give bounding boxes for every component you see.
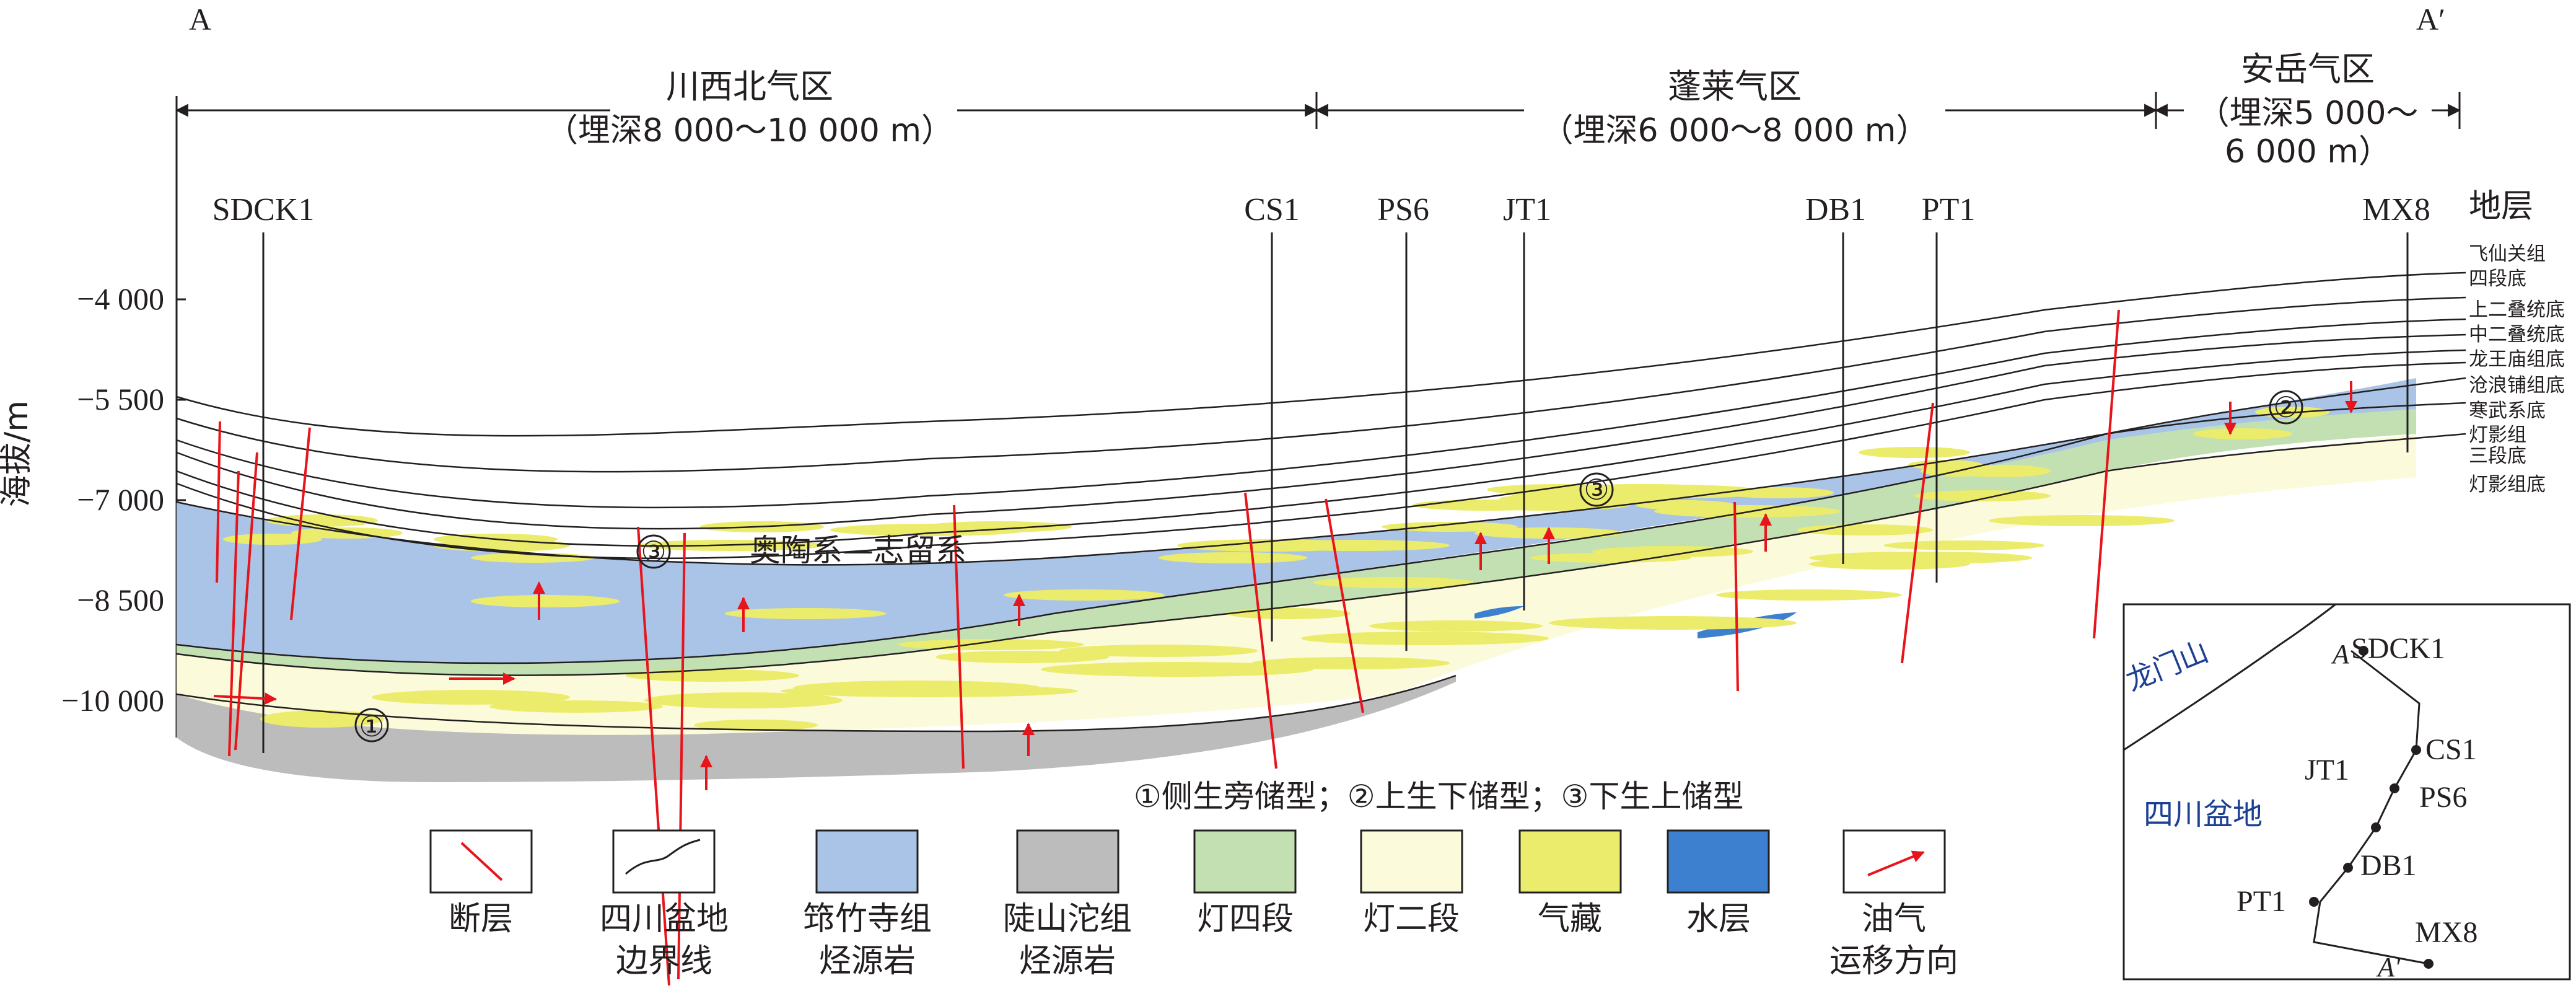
strata-8: 灯影组: [2469, 424, 2526, 446]
strata-1: 飞仙关组: [2469, 243, 2546, 265]
legend-item-doushantuo: 陡山沱组 烃源岩: [1003, 829, 1132, 980]
zone-2-depth: （埋深6 000～8 000 m）: [1541, 112, 1929, 149]
legend-item-gas: 气藏: [1518, 829, 1622, 938]
inset-well-pt1: PT1: [2236, 885, 2286, 918]
strata-5: 龙王庙组底: [2469, 348, 2565, 371]
strata-6: 沧浪铺组底: [2469, 374, 2565, 397]
zone-3-name: 安岳气区: [2241, 50, 2375, 89]
y-tick-5: −10 000: [61, 683, 164, 718]
inset-end-label: A′: [2376, 952, 2401, 982]
annotation-type3-b: ③: [1584, 473, 1609, 506]
wells: [262, 232, 2409, 753]
svg-text:边界线: 边界线: [616, 943, 712, 980]
zone-3-depth-line2: 6 000 m）: [2225, 133, 2391, 170]
inset-start-label: A: [2331, 639, 2350, 669]
strata-7: 寒武系底: [2469, 400, 2546, 422]
strata-title: 地层: [2469, 188, 2533, 225]
well-sdck1-label: SDCK1: [212, 192, 315, 227]
layer-doushantuo: [177, 676, 1456, 782]
svg-text:运移方向: 运移方向: [1829, 943, 1958, 980]
annotation-type1: ①: [359, 710, 384, 743]
svg-text:筇竹寺组: 筇竹寺组: [803, 901, 932, 938]
inset-well-mx8: MX8: [2415, 916, 2477, 949]
y-tick-4: −8 500: [77, 583, 164, 617]
zone-1-name: 川西北气区: [666, 67, 833, 106]
well-db1-label: DB1: [1805, 192, 1866, 227]
strata-labels: 地层 飞仙关组 四段底 上二叠统底 中二叠统底 龙王庙组底 沧浪铺组底 寒武系底…: [2469, 188, 2565, 496]
inset-well-sdck1: SDCK1: [2351, 632, 2445, 665]
annotation-type2: ②: [2273, 390, 2298, 424]
well-ps6-label: PS6: [1377, 192, 1429, 227]
section-start-label: A: [189, 2, 211, 37]
svg-text:四川盆地: 四川盆地: [600, 901, 729, 938]
well-cs1-label: CS1: [1244, 192, 1300, 227]
svg-text:断层: 断层: [449, 901, 513, 938]
zone-1-depth: （埋深8 000～10 000 m）: [546, 112, 953, 149]
migration-arrows: [213, 381, 2357, 790]
svg-text:水层: 水层: [1686, 901, 1751, 938]
svg-text:烃源岩: 烃源岩: [1019, 943, 1116, 980]
strata-3: 上二叠统底: [2469, 299, 2565, 321]
strata-2: 四段底: [2469, 268, 2526, 290]
well-pt1-label: PT1: [1922, 192, 1976, 227]
y-tick-1: −4 000: [77, 281, 164, 316]
layer-deng2: [177, 434, 2416, 735]
legend-item-qiongzhusi: 筇竹寺组 烃源岩: [803, 829, 932, 980]
y-tick-3: −7 000: [77, 482, 164, 517]
zone-2-name: 蓬莱气区: [1668, 67, 1802, 106]
legend: 断层 四川盆地 边界线 筇竹寺组 烃源岩 陡山沱组 烃源岩 灯四段 灯二段: [429, 829, 1958, 980]
accumulation-types-legend: ①侧生旁储型；②上生下储型；③下生上储型: [1134, 778, 1743, 814]
svg-text:陡山沱组: 陡山沱组: [1003, 901, 1132, 938]
legend-item-deng2: 灯二段: [1360, 829, 1463, 938]
section-end-label: A′: [2416, 2, 2445, 37]
svg-text:烃源岩: 烃源岩: [819, 943, 916, 980]
water-layer-2: [1474, 606, 1524, 619]
layer-deng4: [177, 403, 2416, 676]
y-axis: 海拔/m −4 000 −5 500 −7 000 −8 500 −10 000: [0, 281, 186, 718]
legend-item-water: 水层: [1667, 829, 1770, 938]
y-axis-label: 海拔/m: [0, 400, 35, 507]
faults: [216, 309, 2120, 986]
layer-qiongzhusi: [177, 378, 2416, 663]
legend-item-migration: 油气 运移方向: [1829, 829, 1958, 980]
strata-4: 中二叠统底: [2469, 324, 2565, 346]
legend-item-deng4: 灯四段: [1193, 829, 1297, 938]
inset-map: 龙门山 四川盆地 A A′ SDCK1 CS1 JT1 PS6 DB1 PT1 …: [2121, 603, 2571, 982]
well-mx8-label: MX8: [2362, 192, 2430, 227]
y-tick-2: −5 500: [77, 382, 164, 416]
zone-3-depth-line1: （埋深5 000～: [2197, 95, 2419, 132]
svg-text:气藏: 气藏: [1538, 901, 1602, 938]
inset-well-cs1: CS1: [2425, 733, 2477, 766]
inset-well-db1: DB1: [2360, 849, 2417, 882]
strata-10: 灯影组底: [2469, 474, 2546, 496]
svg-text:灯四段: 灯四段: [1197, 901, 1294, 938]
inset-well-jt1: JT1: [2305, 754, 2349, 787]
geologic-layers: [177, 378, 2416, 782]
legend-item-boundary: 四川盆地 边界线: [600, 829, 729, 980]
horizon-lines: [176, 271, 2466, 733]
svg-text:灯二段: 灯二段: [1363, 901, 1460, 938]
well-jt1-label: JT1: [1503, 192, 1551, 227]
legend-item-fault: 断层: [429, 829, 533, 938]
inset-well-ps6: PS6: [2419, 781, 2467, 814]
svg-text:油气: 油气: [1862, 901, 1926, 938]
strata-9: 三段底: [2469, 445, 2526, 467]
inset-region-sichuan-basin: 四川盆地: [2144, 797, 2263, 832]
annotation-type3-a: ③: [641, 535, 666, 568]
annotation-ordo-silurian: 奥陶系—志留系: [750, 532, 966, 568]
